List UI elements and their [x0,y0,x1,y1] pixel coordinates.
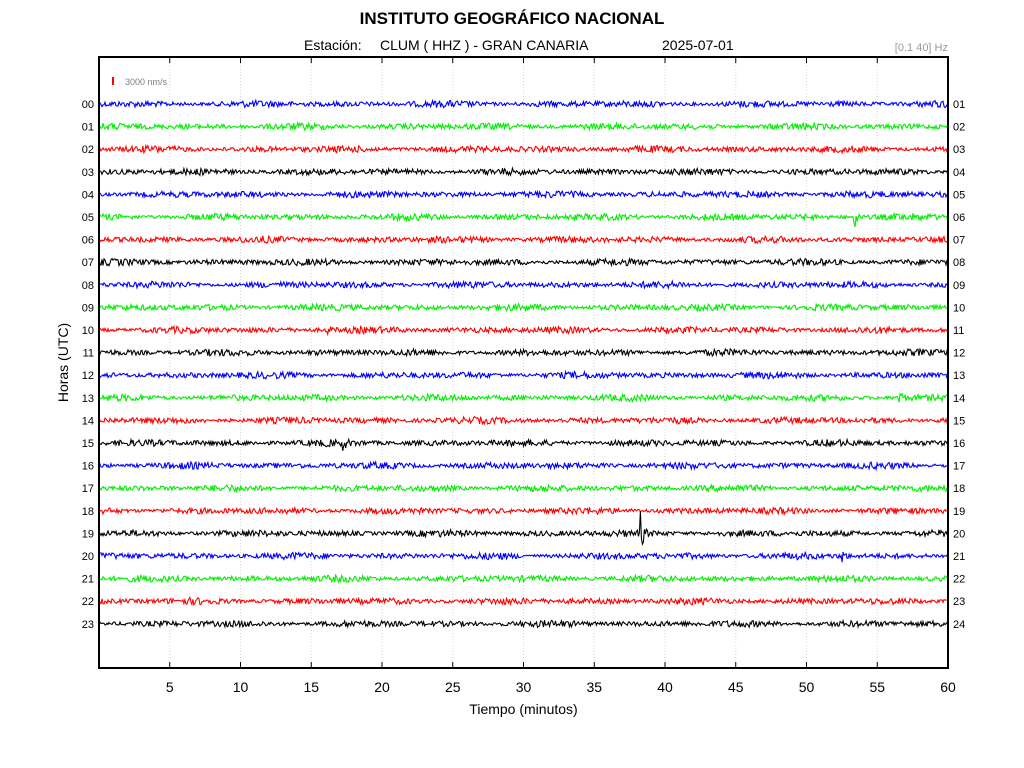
hour-label-right: 10 [953,302,965,314]
hour-label-right: 19 [953,506,965,518]
trace-hour-05 [98,211,949,227]
trace-hour-09 [98,301,949,313]
trace-hour-07 [98,256,949,268]
x-axis-ticks: 5 10 15 20 25 30 35 40 45 50 55 60 [166,57,956,695]
scale-bar-label: 3000 nm/s [125,77,168,87]
hour-label-right: 24 [953,619,965,631]
trace-hour-11 [98,347,949,358]
trace-hour-23 [98,618,949,629]
hour-label-right: 02 [953,122,965,134]
y-axis-label: Horas (UTC) [55,323,71,402]
trace-hour-14 [98,415,949,426]
x-tick-label: 45 [728,679,744,695]
hour-label-left: 13 [82,393,94,405]
hour-label-left: 23 [82,619,94,631]
trace-hour-00 [98,98,949,109]
trace-hour-04 [98,189,949,200]
hour-label-right: 20 [953,528,965,540]
hour-label-left: 10 [82,325,94,337]
trace-hour-13 [98,392,949,403]
x-tick-label: 55 [869,679,885,695]
trace-hour-18 [98,505,949,517]
x-axis-label: Tiempo (minutos) [469,701,577,717]
trace-hour-03 [98,166,948,177]
trace-hour-19 [98,511,949,546]
x-tick-label: 40 [657,679,673,695]
hour-label-left: 06 [82,235,94,247]
trace-hour-15 [98,437,949,451]
hour-label-left: 12 [82,370,94,382]
hour-label-left: 21 [82,574,94,586]
hour-label-right: 08 [953,257,965,269]
hour-label-right: 17 [953,461,965,473]
hour-label-right: 21 [953,551,965,563]
station-label: Estación: [304,37,362,53]
hour-label-right: 22 [953,574,965,586]
hour-label-right: 13 [953,370,965,382]
hour-label-left: 04 [82,189,94,201]
hour-label-right: 18 [953,483,965,495]
hour-label-left: 14 [82,415,94,427]
hour-label-left: 16 [82,461,94,473]
trace-hour-01 [98,120,949,132]
hour-label-left: 05 [82,212,94,224]
hour-label-left: 18 [82,506,94,518]
trace-hour-12 [98,369,949,381]
trace-hour-21 [98,573,949,585]
x-tick-label: 30 [516,679,532,695]
page-title: INSTITUTO GEOGRÁFICO NACIONAL [359,9,665,28]
hour-label-right: 07 [953,235,965,247]
hour-label-right: 23 [953,596,965,608]
hour-label-left: 22 [82,596,94,608]
hour-label-left: 17 [82,483,94,495]
trace-hour-10 [98,324,949,337]
hour-label-left: 00 [82,99,94,111]
hour-label-left: 02 [82,144,94,156]
x-tick-label: 5 [166,679,174,695]
trace-hour-06 [98,234,949,245]
x-tick-label: 15 [303,679,319,695]
hour-label-left: 19 [82,528,94,540]
hour-label-right: 06 [953,212,965,224]
hour-label-right: 15 [953,415,965,427]
hour-label-right: 14 [953,393,965,405]
x-tick-label: 25 [445,679,461,695]
trace-hour-08 [98,279,949,291]
hour-label-left: 11 [83,348,94,360]
hour-label-right: 04 [953,167,965,179]
hour-label-right: 05 [953,189,965,201]
x-tick-label: 35 [586,679,602,695]
hour-label-right: 11 [953,325,964,337]
trace-hour-16 [98,459,949,472]
x-tick-label: 10 [233,679,249,695]
trace-hour-20 [98,550,949,563]
hour-label-left: 07 [82,257,94,269]
station-value: CLUM ( HHZ ) - GRAN CANARIA [380,37,589,53]
hour-label-left: 08 [82,280,94,292]
hour-label-right: 09 [953,280,965,292]
scale-bar [112,77,114,85]
hour-label-left: 01 [82,122,94,134]
filter-band-label: [0.1 40] Hz [894,42,948,54]
hour-label-left: 15 [82,438,94,450]
trace-hour-02 [98,143,949,155]
x-tick-label: 20 [374,679,390,695]
hour-label-right: 16 [953,438,965,450]
trace-hour-22 [98,596,949,607]
date-label: 2025-07-01 [662,37,734,53]
hour-label-left: 20 [82,551,94,563]
hour-label-right: 01 [953,99,965,111]
hour-label-right: 03 [953,144,965,156]
x-tick-label: 50 [799,679,815,695]
hour-label-left: 03 [82,167,94,179]
hour-label-right: 12 [953,348,965,360]
hour-labels: 00 01 02 03 04 05 06 07 08 09 10 11 12 13 14 15 16 17 18 19… [82,99,966,631]
trace-hour-17 [98,483,949,494]
trace-group [98,98,949,629]
x-tick-label: 60 [940,679,956,695]
hour-label-left: 09 [82,302,94,314]
